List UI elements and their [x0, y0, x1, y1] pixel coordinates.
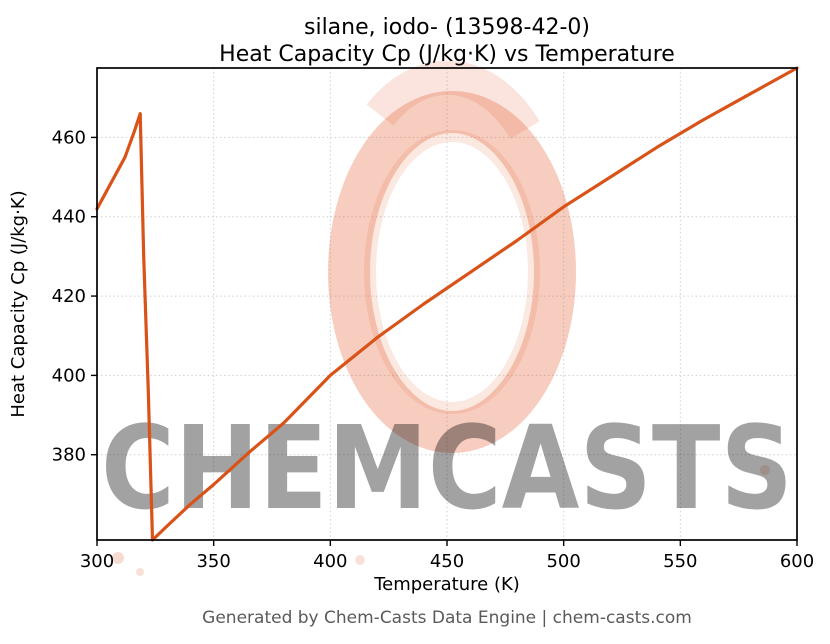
cp-curve [95, 66, 799, 542]
watermark-splatter-dots [112, 465, 770, 576]
x-tick-label: 400 [313, 551, 347, 572]
chart-title-line2: Heat Capacity Cp (J/kg·K) vs Temperature [219, 42, 675, 67]
chart-title-line1: silane, iodo- (13598-42-0) [304, 15, 590, 40]
x-tick-label: 600 [780, 551, 814, 572]
x-tick-label: 500 [546, 551, 580, 572]
axes-layer: 300 350 400 450 500 550 600 380 400 420 440 460 [52, 67, 814, 572]
y-tick-label: 400 [52, 365, 86, 386]
y-tick-label: 440 [52, 207, 86, 228]
watermark-text: CHEMCASTS [101, 402, 793, 536]
x-axis-label: Temperature (K) [373, 574, 520, 595]
y-tick-label: 380 [52, 445, 86, 466]
y-tick-label: 420 [52, 286, 86, 307]
footer-text: Generated by Chem-Casts Data Engine | ch… [202, 608, 692, 628]
x-tick-label: 450 [430, 551, 464, 572]
y-tick-label: 460 [52, 127, 86, 148]
watermark-ring-inner [364, 130, 540, 414]
watermark-layer: CHEMCASTS [101, 60, 793, 576]
x-tick-label: 300 [80, 551, 114, 572]
watermark-ring-logo [328, 91, 576, 453]
y-axis-label: Heat Capacity Cp (J/kg·K) [8, 190, 29, 417]
x-tick-label: 550 [663, 551, 697, 572]
watermark-smudge [366, 60, 540, 139]
x-tick-label: 350 [196, 551, 230, 572]
